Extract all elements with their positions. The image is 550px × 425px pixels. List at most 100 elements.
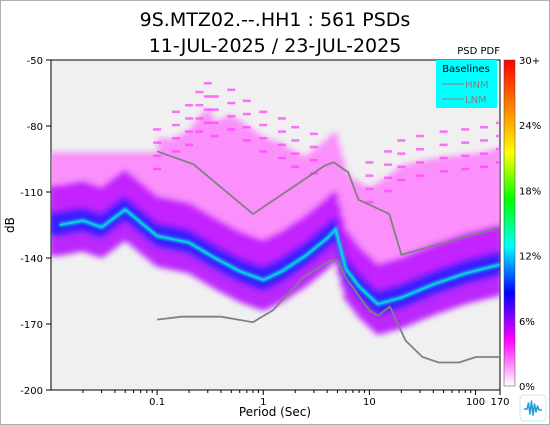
pdf-scatter (227, 115, 236, 118)
pdf-density (51, 82, 500, 335)
pdf-scatter (242, 139, 251, 142)
y-tick-label: -200 (20, 386, 43, 397)
pdf-scatter (496, 161, 500, 164)
pdf-cloud-cell (189, 126, 195, 245)
y-axis: -50 -80 -110 -140 -170 -200 (20, 56, 51, 397)
pdf-cloud-cell (218, 119, 224, 262)
pdf-cloud-cell (244, 125, 250, 274)
pdf-scatter (153, 167, 162, 171)
pdf-cloud-cell (282, 145, 288, 270)
pdf-cloud-cell (192, 122, 198, 247)
pdf-scatter (153, 128, 162, 131)
logo-icon (519, 394, 547, 422)
pdf-scatter (242, 99, 251, 103)
pdf-cloud-cell (455, 155, 461, 276)
pdf-cloud-cell (199, 114, 205, 251)
pdf-scatter (496, 148, 500, 151)
x-tick-label: 0.1 (149, 397, 165, 408)
pdf-cloud-cell (314, 147, 320, 247)
pdf-cloud-cell (304, 155, 311, 255)
pdf-cloud-cell (327, 136, 333, 236)
pdf-cloud-cell (401, 165, 407, 297)
pdf-cloud-cell (285, 147, 291, 268)
colorbar-title: PSD PDF (457, 46, 500, 57)
pdf-cloud-cell (346, 174, 352, 274)
pdf-scatter (195, 130, 204, 133)
pdf-cloud (51, 109, 500, 335)
pdf-cloud-cell (179, 133, 186, 242)
pdf-cloud-cell (202, 111, 208, 253)
pdf-scatter (277, 117, 286, 120)
pdf-cloud-cell (462, 154, 468, 274)
pdf-scatter (259, 110, 268, 114)
pdf-scatter (242, 126, 251, 129)
pdf-cloud-cell (365, 187, 372, 296)
colorbar-tick-label: 6% (519, 317, 535, 328)
legend-lnm-label: LNM (465, 95, 487, 106)
pdf-scatter (397, 152, 406, 155)
pdf-scatter (384, 189, 393, 193)
pdf-scatter (227, 101, 236, 105)
pdf-scatter (309, 145, 318, 149)
pdf-cloud-cell (160, 138, 166, 238)
pdf-scatter (153, 141, 162, 144)
pdf-scatter (365, 200, 374, 204)
pdf-cloud-cell (410, 162, 417, 293)
pdf-scatter (496, 121, 500, 125)
pdf-scatter (416, 174, 425, 177)
pdf-scatter (416, 134, 425, 138)
pdf-cloud-cell (317, 144, 324, 244)
x-axis-label: Period (Sec) (239, 405, 311, 419)
pdf-cloud-cell (349, 178, 356, 278)
pdf-cloud-cell (157, 137, 163, 237)
y-tick-label: -110 (20, 188, 43, 199)
pdf-cloud-cell (391, 171, 397, 300)
pdf-cloud-cell (423, 160, 429, 288)
pdf-cloud-cell (247, 128, 253, 275)
pdf-scatter (171, 110, 180, 114)
x-tick-label: 170 (490, 397, 509, 408)
pdf-cloud-cell (195, 118, 202, 249)
pdf-scatter (397, 139, 406, 142)
colorbar (503, 59, 516, 387)
pdf-cloud-cell (356, 182, 362, 287)
pdf-cloud-cell (343, 170, 349, 270)
pdf-scatter (397, 165, 406, 169)
pdf-cloud-cell (333, 133, 340, 233)
pdf-scatter (259, 150, 268, 153)
pdf-dense-cell (54, 211, 61, 236)
pdf-cloud-cell (385, 176, 391, 302)
pdf-cloud-cell (446, 156, 452, 280)
pdf-scatter (496, 134, 500, 138)
pdf-cloud-cell (163, 138, 170, 238)
pdf-cloud-cell (497, 148, 500, 265)
pdf-scatter (153, 154, 162, 158)
pdf-cloud-cell (439, 157, 445, 282)
pdf-scatter (277, 143, 286, 147)
pdf-cloud-cell (324, 139, 330, 239)
pdf-cloud-cell (295, 153, 301, 261)
pdf-cloud-cell (426, 159, 433, 286)
pdf-dense-cell (51, 211, 57, 236)
pdf-scatter (203, 82, 212, 85)
pdf-scatter (384, 176, 393, 180)
pdf-scatter (397, 178, 406, 182)
pdf-scatter (203, 95, 212, 98)
pdf-scatter (291, 126, 300, 129)
pdf-cloud-cell (208, 115, 214, 256)
pdf-cloud-cell (173, 136, 179, 240)
y-tick-label: -170 (20, 320, 43, 331)
colorbar-tick-label: 12% (519, 252, 541, 263)
pdf-scatter (309, 132, 318, 136)
pdf-cloud-cell (154, 152, 160, 236)
pdf-cloud-cell (340, 158, 346, 258)
colorbar-labels: 30+ 24% 18% 12% 6% 0% (519, 56, 541, 393)
pdf-scatter (195, 117, 204, 120)
pdf-scatter (384, 150, 393, 153)
pdf-scatter (479, 126, 488, 129)
pdf-cloud-cell (292, 152, 298, 263)
pdf-cloud-cell (404, 164, 410, 296)
pdf-cloud-cell (487, 150, 493, 268)
pdf-scatter (439, 170, 448, 173)
pdf-cloud-cell (417, 161, 423, 290)
